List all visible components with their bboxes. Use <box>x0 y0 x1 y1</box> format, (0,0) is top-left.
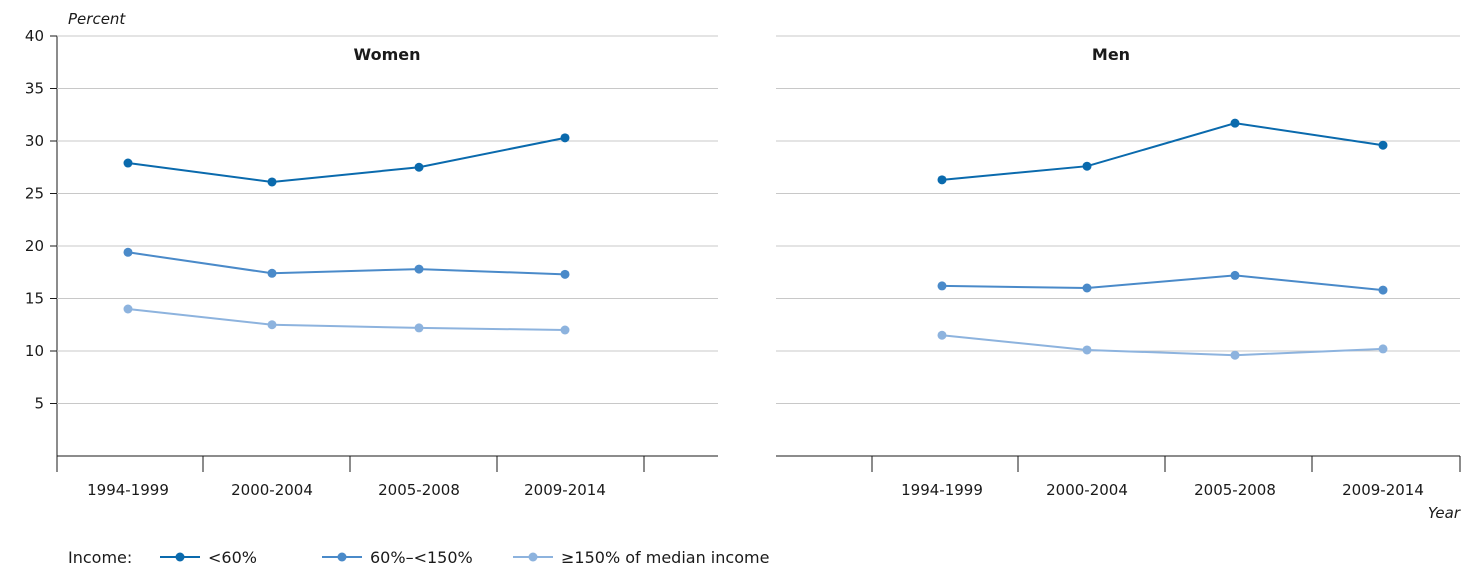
legend-swatch-marker <box>528 552 538 562</box>
legend-entry-label: <60% <box>208 548 257 567</box>
y-axis-title: Percent <box>68 10 126 28</box>
data-point <box>1230 350 1240 360</box>
legend-entry-label: ≥150% of median income <box>561 548 769 567</box>
x-tick-label: 1994-1999 <box>87 481 169 499</box>
panel-women: 1994-1999 2000-2004 2005-2008 2009-2014 Wome… <box>56 35 718 499</box>
data-point <box>1230 118 1240 128</box>
legend-swatch-marker <box>175 552 185 562</box>
y-tick-label: 10 <box>25 342 44 360</box>
panel-men: 1994-1999 2000-2004 2005-2008 2009-2014 Men <box>776 35 1461 499</box>
series-line <box>127 136 566 183</box>
x-tick-label: 2005-2008 <box>378 481 460 499</box>
data-point <box>414 162 424 172</box>
y-tick-label: 5 <box>34 395 44 413</box>
data-point <box>1082 161 1092 171</box>
data-point <box>123 304 133 314</box>
x-tick-label: 2009-2014 <box>1342 481 1424 499</box>
panel-title: Women <box>354 45 421 64</box>
y-tick-label: 40 <box>25 27 44 45</box>
data-point <box>1378 140 1388 150</box>
data-point <box>560 269 570 279</box>
x-tick-label: 2009-2014 <box>524 481 606 499</box>
y-tick-label: 35 <box>25 80 44 98</box>
y-tick-label: 30 <box>25 132 44 150</box>
legend-swatch-marker <box>337 552 347 562</box>
y-axis: 5 10 15 20 25 30 35 40 <box>25 27 58 456</box>
x-tick-label: 2000-2004 <box>1046 481 1128 499</box>
x-tick-label: 2005-2008 <box>1194 481 1276 499</box>
data-point <box>267 177 277 187</box>
data-point <box>560 325 570 335</box>
data-point <box>123 158 133 168</box>
x-tick-label: 2000-2004 <box>231 481 313 499</box>
legend-title: Income: <box>68 548 132 567</box>
y-tick-label: 20 <box>25 237 44 255</box>
data-point <box>937 330 947 340</box>
series-line <box>941 274 1384 292</box>
series-line <box>127 308 566 331</box>
series-line <box>127 251 566 276</box>
series-line <box>941 334 1384 357</box>
data-point <box>1082 345 1092 355</box>
data-point <box>1082 283 1092 293</box>
data-point <box>267 268 277 278</box>
legend: Income: <60% 60%–<150% ≥150% of median inc… <box>68 548 769 567</box>
legend-entry-label: 60%–<150% <box>370 548 473 567</box>
x-axis-title: Year <box>1428 504 1461 522</box>
data-point <box>560 133 570 143</box>
data-point <box>267 320 277 330</box>
panel-title: Men <box>1092 45 1130 64</box>
data-point <box>414 264 424 274</box>
data-point <box>123 247 133 257</box>
y-tick-label: 25 <box>25 185 44 203</box>
data-point <box>414 323 424 333</box>
series-line <box>941 122 1384 181</box>
data-point <box>1378 344 1388 354</box>
data-point <box>1230 270 1240 280</box>
data-point <box>937 175 947 185</box>
x-tick-label: 1994-1999 <box>901 481 983 499</box>
data-point <box>937 281 947 291</box>
data-point <box>1378 285 1388 295</box>
y-tick-label: 15 <box>25 290 44 308</box>
